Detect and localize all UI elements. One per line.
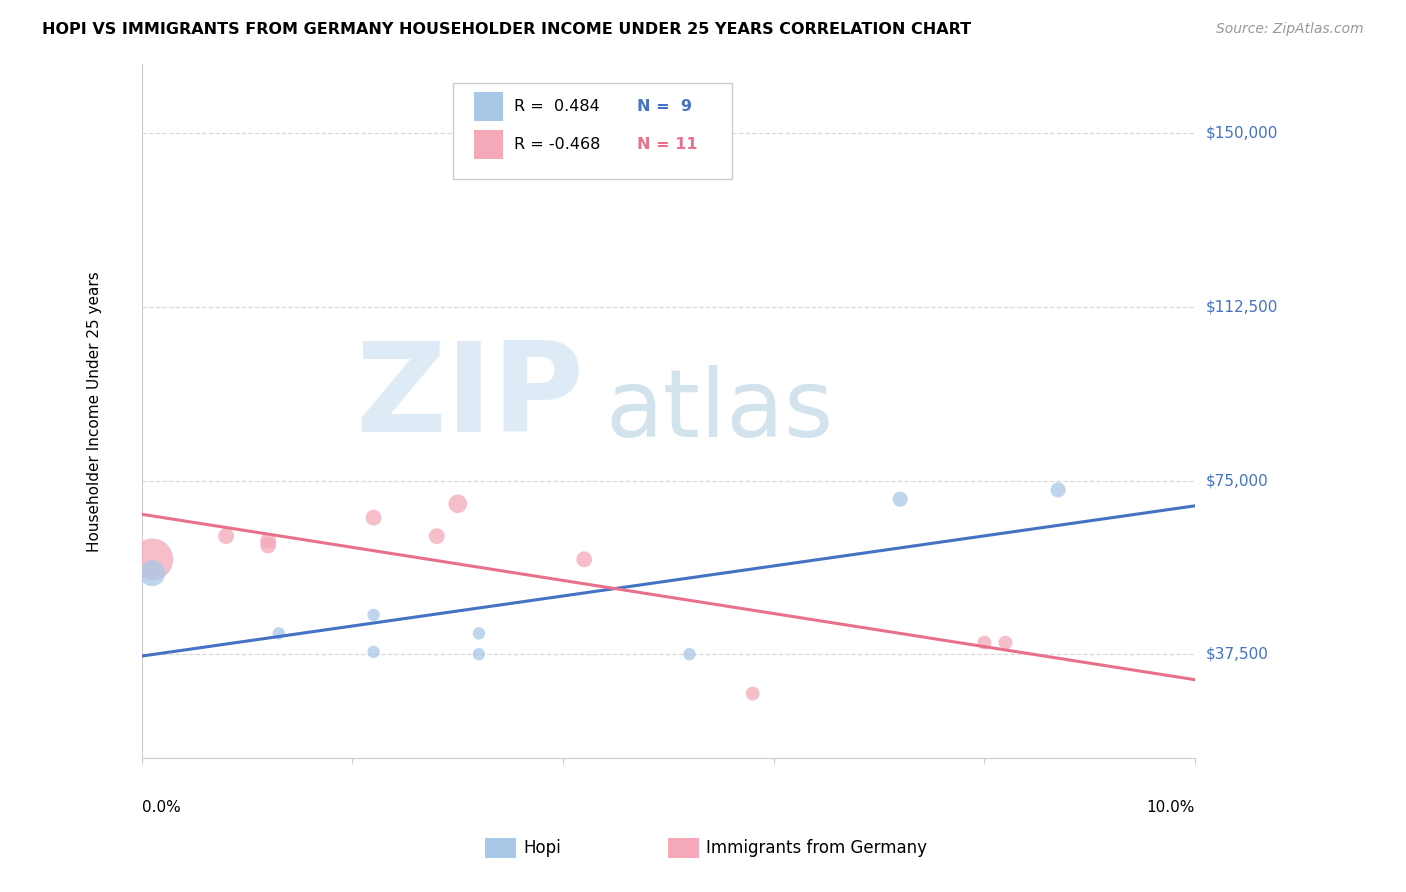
Point	[572, 552, 595, 566]
Point	[889, 492, 911, 507]
Text: N = 11: N = 11	[637, 137, 697, 153]
Point	[141, 552, 163, 566]
Text: R =  0.484: R = 0.484	[513, 99, 599, 114]
Point	[994, 635, 1017, 649]
Point	[678, 647, 700, 661]
Text: R = -0.468: R = -0.468	[513, 137, 600, 153]
Point	[363, 607, 385, 622]
FancyBboxPatch shape	[474, 130, 503, 160]
Text: $112,500: $112,500	[1206, 300, 1278, 315]
Point	[447, 497, 470, 511]
FancyBboxPatch shape	[453, 83, 731, 178]
Text: Source: ZipAtlas.com: Source: ZipAtlas.com	[1216, 22, 1364, 37]
Point	[215, 529, 238, 543]
Point	[468, 626, 491, 640]
Point	[363, 645, 385, 659]
Text: Householder Income Under 25 years: Householder Income Under 25 years	[87, 271, 103, 551]
Point	[741, 687, 763, 701]
Text: $37,500: $37,500	[1206, 647, 1270, 662]
Point	[141, 566, 163, 581]
Text: ZIP: ZIP	[356, 337, 583, 458]
Point	[363, 510, 385, 524]
Point	[426, 529, 449, 543]
FancyBboxPatch shape	[474, 92, 503, 121]
Text: $150,000: $150,000	[1206, 126, 1278, 141]
Point	[1047, 483, 1070, 497]
Point	[468, 647, 491, 661]
Point	[257, 533, 280, 548]
Point	[257, 538, 280, 552]
Point	[267, 626, 290, 640]
Point	[973, 635, 995, 649]
Text: $75,000: $75,000	[1206, 473, 1268, 488]
Text: 0.0%: 0.0%	[142, 800, 180, 815]
Text: Immigrants from Germany: Immigrants from Germany	[706, 839, 927, 857]
Text: 10.0%: 10.0%	[1147, 800, 1195, 815]
Text: atlas: atlas	[605, 365, 834, 458]
Text: N =  9: N = 9	[637, 99, 692, 114]
Text: HOPI VS IMMIGRANTS FROM GERMANY HOUSEHOLDER INCOME UNDER 25 YEARS CORRELATION CH: HOPI VS IMMIGRANTS FROM GERMANY HOUSEHOL…	[42, 22, 972, 37]
Text: Hopi: Hopi	[523, 839, 561, 857]
